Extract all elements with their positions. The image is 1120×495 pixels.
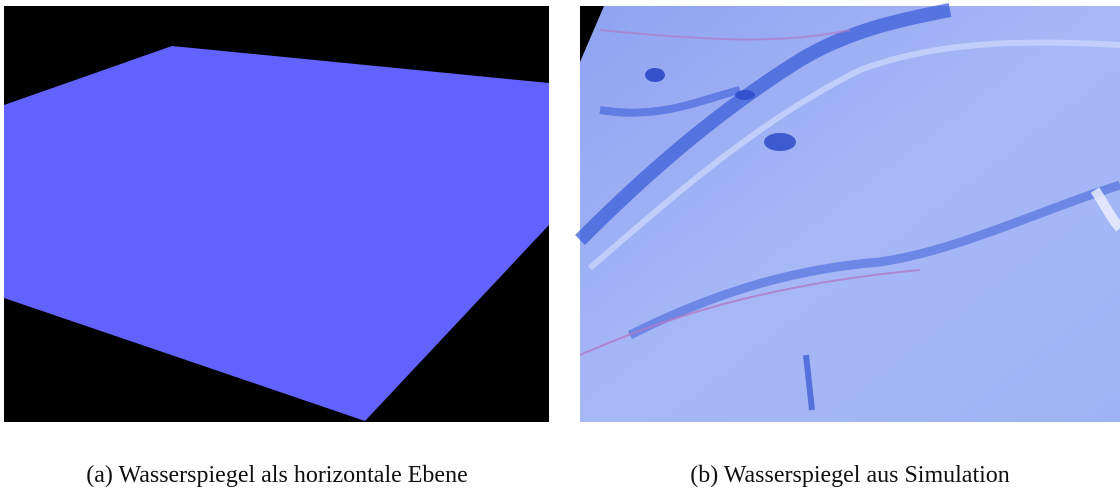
figure: (a) Wasserspiegel als horizontale Ebene … — [0, 0, 1120, 495]
caption-text: Wasserspiegel aus Simulation — [724, 462, 1010, 488]
caption-b: (b) Wasserspiegel aus Simulation — [690, 462, 1010, 488]
pit — [764, 133, 796, 151]
caption-label: (a) — [86, 462, 113, 488]
panel-b-image — [580, 6, 1120, 422]
caption-a: (a) Wasserspiegel als horizontale Ebene — [86, 462, 467, 488]
pit — [735, 90, 755, 100]
caption-label: (b) — [690, 462, 718, 488]
pit — [645, 68, 665, 82]
caption-text: Wasserspiegel als horizontale Ebene — [118, 462, 467, 488]
panel-a-image — [4, 6, 549, 422]
